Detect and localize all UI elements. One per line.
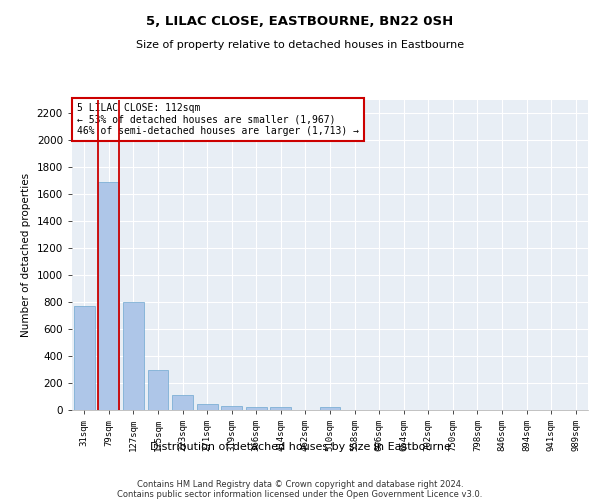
Text: 5, LILAC CLOSE, EASTBOURNE, BN22 0SH: 5, LILAC CLOSE, EASTBOURNE, BN22 0SH: [146, 15, 454, 28]
Bar: [74, 306, 95, 410]
Bar: [197, 404, 218, 410]
Bar: [98, 182, 119, 410]
Text: 5 LILAC CLOSE: 112sqm
← 53% of detached houses are smaller (1,967)
46% of semi-d: 5 LILAC CLOSE: 112sqm ← 53% of detached …: [77, 103, 359, 136]
Bar: [148, 370, 169, 410]
Text: Contains HM Land Registry data © Crown copyright and database right 2024.: Contains HM Land Registry data © Crown c…: [137, 480, 463, 489]
Bar: [320, 408, 340, 410]
Bar: [123, 302, 144, 410]
Y-axis label: Number of detached properties: Number of detached properties: [21, 173, 31, 337]
Bar: [172, 395, 193, 410]
Bar: [221, 406, 242, 410]
Text: Size of property relative to detached houses in Eastbourne: Size of property relative to detached ho…: [136, 40, 464, 50]
Bar: [246, 406, 267, 410]
Text: Distribution of detached houses by size in Eastbourne: Distribution of detached houses by size …: [149, 442, 451, 452]
Text: Contains public sector information licensed under the Open Government Licence v3: Contains public sector information licen…: [118, 490, 482, 499]
Bar: [271, 408, 292, 410]
